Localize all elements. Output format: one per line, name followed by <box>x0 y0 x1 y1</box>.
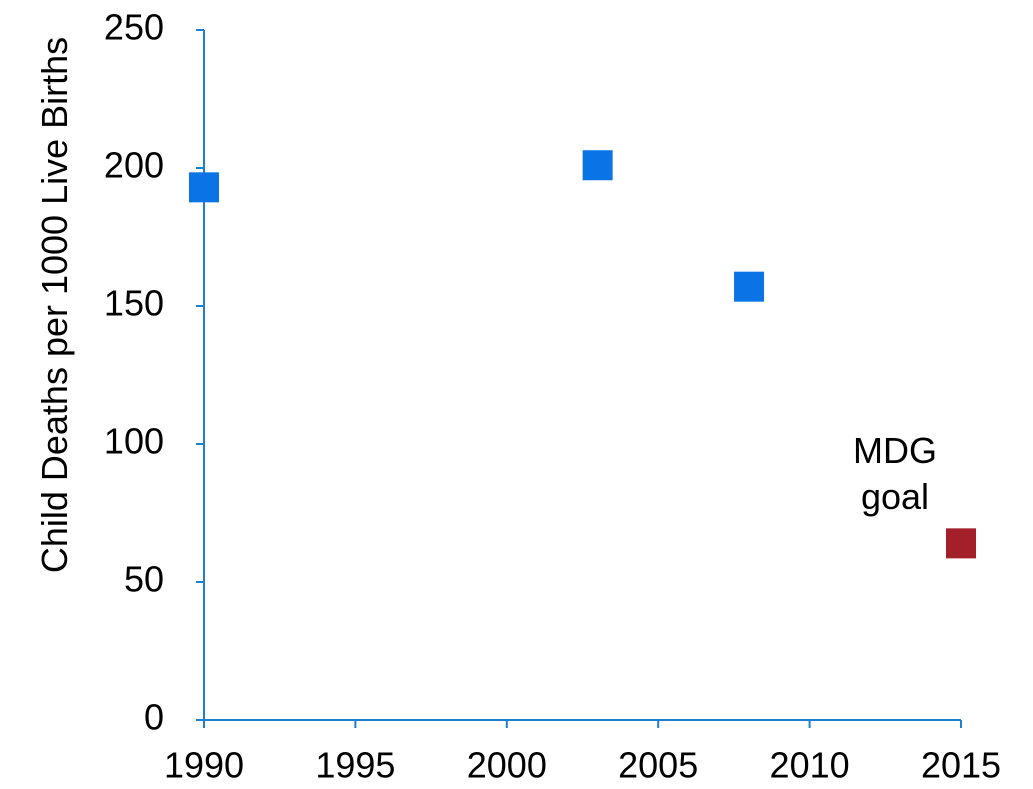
marker <box>946 528 976 559</box>
y-tick-label: 100 <box>104 421 164 462</box>
x-tick-label: 1995 <box>315 745 395 786</box>
marker <box>582 150 613 181</box>
y-tick-label: 200 <box>104 145 164 186</box>
x-tick-label: 1990 <box>164 745 244 786</box>
y-tick-label: 0 <box>144 697 164 738</box>
y-tick-label: 150 <box>104 283 164 324</box>
x-tick-label: 2010 <box>770 745 850 786</box>
marker <box>189 172 219 203</box>
x-tick-label: 2015 <box>921 745 1001 786</box>
y-tick-label: 250 <box>104 7 164 48</box>
y-axis-label: Child Deaths per 1000 Live Births <box>34 36 75 574</box>
x-tick-label: 2000 <box>467 745 547 786</box>
x-tick-label: 2005 <box>618 745 698 786</box>
y-tick-label: 50 <box>124 559 164 600</box>
annotation: MDG goal <box>853 430 937 518</box>
marker <box>734 271 765 302</box>
